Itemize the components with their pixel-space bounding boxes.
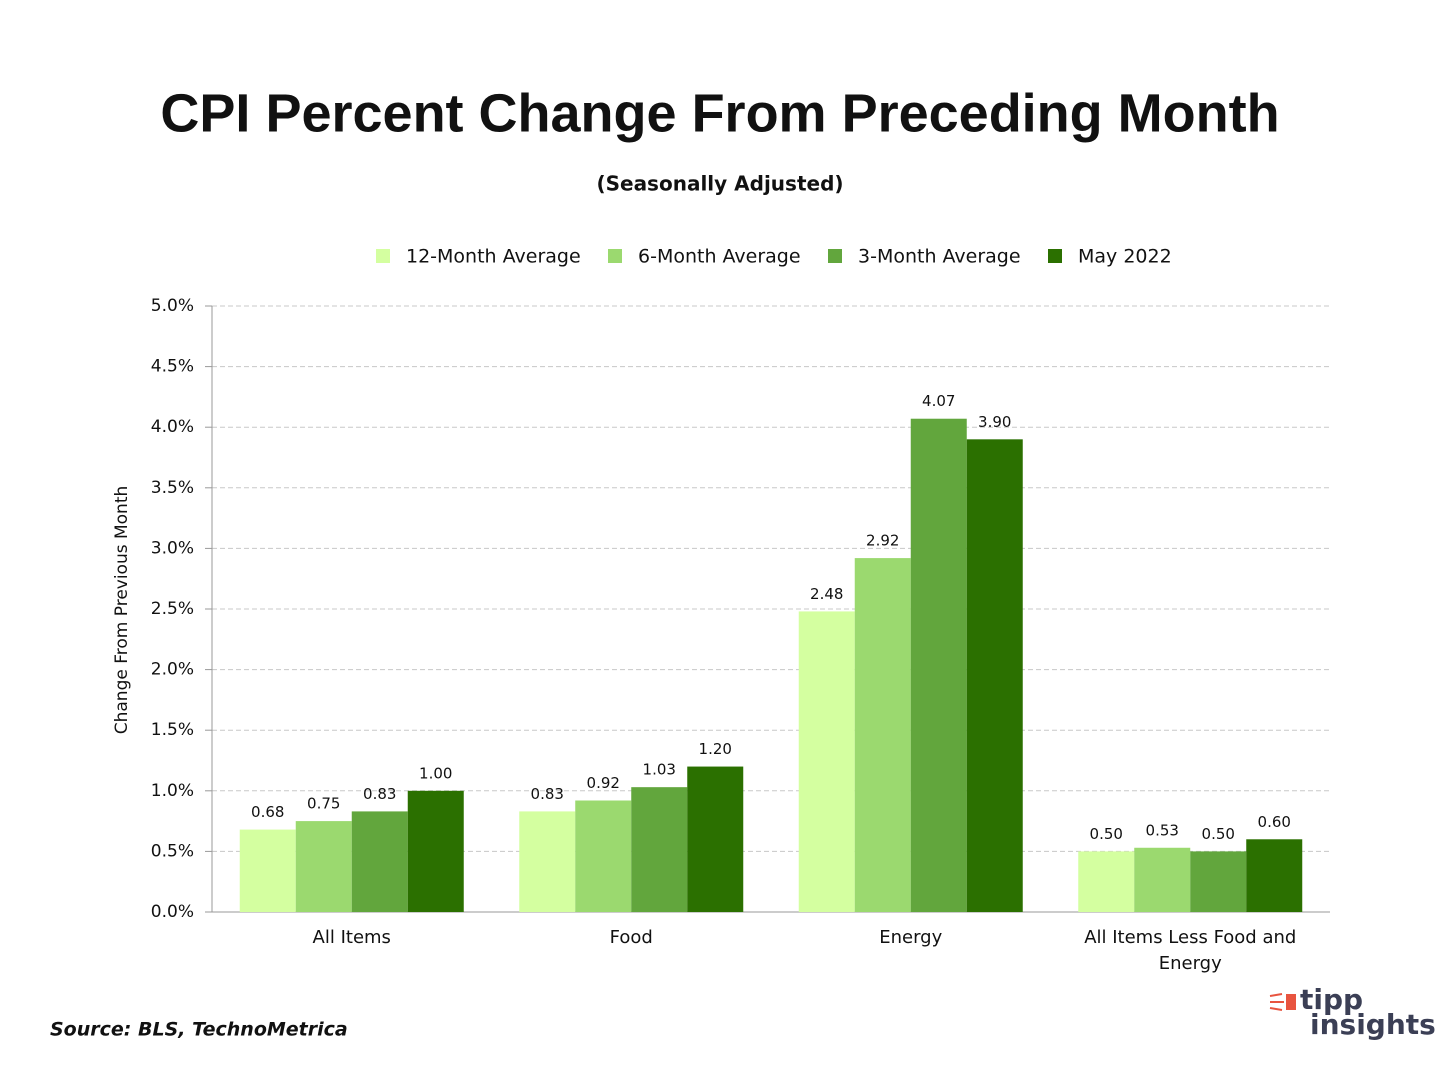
y-tick-label: 3.0%	[151, 538, 194, 558]
chart-subtitle: (Seasonally Adjusted)	[596, 172, 843, 196]
logo: tipp insights	[1269, 983, 1436, 1041]
y-tick-label: 0.5%	[151, 841, 194, 861]
data-label: 1.20	[699, 740, 732, 758]
y-axis-label: Change From Previous Month	[112, 486, 132, 735]
data-label: 0.75	[307, 795, 340, 813]
bar	[239, 829, 296, 912]
data-label: 3.90	[978, 413, 1011, 431]
logo-text: tipp	[1300, 983, 1363, 1016]
y-tick-label: 5.0%	[151, 296, 194, 316]
legend-label: 3-Month Average	[858, 246, 1021, 268]
logo-mark	[1286, 994, 1296, 1010]
data-label: 2.48	[810, 585, 843, 603]
y-tick-label: 0.0%	[151, 902, 194, 922]
bar	[854, 558, 911, 912]
y-tick-label: 2.0%	[151, 660, 194, 680]
logo-text: insights	[1310, 1008, 1436, 1041]
x-tick-label: All Items Less Food and Energy	[1084, 927, 1297, 974]
data-label: 0.83	[531, 785, 564, 803]
chart-title: CPI Percent Change From Preceding Month	[160, 83, 1279, 143]
x-tick-label: Food	[609, 927, 653, 948]
bar	[575, 800, 632, 912]
legend-swatch	[608, 249, 622, 263]
data-label: 0.83	[363, 785, 396, 803]
logo-mark	[1269, 1007, 1283, 1011]
bar	[407, 790, 464, 912]
bar	[351, 811, 408, 912]
data-label: 0.92	[587, 774, 620, 792]
bar	[631, 787, 688, 912]
x-tick-label: All Items	[312, 927, 391, 948]
bar	[966, 439, 1023, 912]
data-label: 0.60	[1258, 813, 1291, 831]
data-label: 2.92	[866, 532, 899, 550]
y-tick-label: 1.0%	[151, 781, 194, 801]
data-label: 0.68	[251, 803, 284, 821]
source: Source: BLS, TechnoMetrica	[50, 1019, 348, 1041]
data-label: 0.50	[1090, 825, 1123, 843]
legend-label: 6-Month Average	[638, 246, 801, 268]
bar	[295, 821, 352, 912]
logo-mark	[1269, 993, 1283, 997]
y-tick-label: 4.0%	[151, 417, 194, 437]
data-label: 1.03	[643, 761, 676, 779]
y-tick-label: 3.5%	[151, 478, 194, 498]
bar	[1246, 839, 1303, 912]
y-tick-label: 2.5%	[151, 599, 194, 619]
bar	[798, 611, 855, 912]
data-label: 0.50	[1202, 825, 1235, 843]
bar	[687, 766, 744, 912]
data-label: 4.07	[922, 392, 955, 410]
bar	[519, 811, 576, 912]
bar	[910, 418, 967, 912]
bar	[1134, 847, 1191, 912]
legend-swatch	[1048, 249, 1062, 263]
legend-label: May 2022	[1078, 246, 1172, 268]
bar	[1078, 851, 1135, 912]
bar	[1190, 851, 1247, 912]
legend-label: 12-Month Average	[406, 246, 581, 268]
legend-swatch	[828, 249, 842, 263]
legend-swatch	[376, 249, 390, 263]
x-tick-label: Energy	[879, 927, 943, 948]
data-label: 0.53	[1146, 821, 1179, 839]
data-label: 1.00	[419, 764, 452, 782]
y-tick-label: 4.5%	[151, 357, 194, 377]
y-tick-label: 1.5%	[151, 720, 194, 740]
